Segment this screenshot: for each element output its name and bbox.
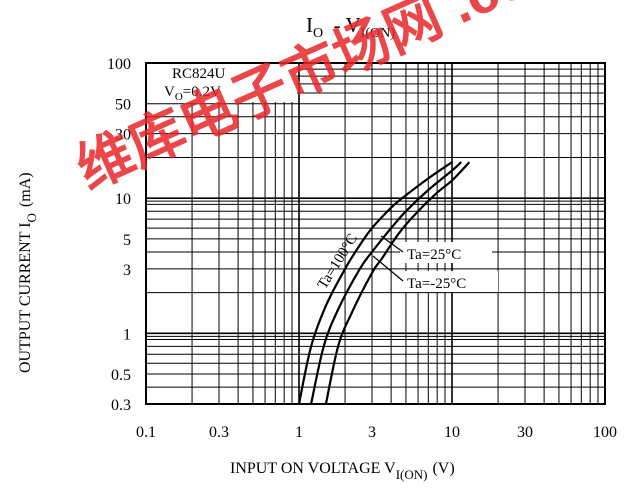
x-tick-label: 0.1 — [136, 424, 156, 441]
label-bg-ta25 — [400, 242, 492, 263]
x-tick-label: 1 — [295, 424, 303, 441]
x-tick-label: 3 — [368, 424, 376, 441]
y-axis-label: OUTPUT CURRENT IO(mA) — [17, 172, 39, 373]
y-tick-label: 0.3 — [111, 397, 131, 414]
y-tick-label: 30 — [115, 127, 131, 144]
y-tick-label: 10 — [115, 191, 131, 208]
y-tick-label: 1 — [123, 326, 131, 343]
condition-box-bg — [147, 64, 297, 102]
y-tick-labels: 0.3 0.5 1 3 5 10 30 50 100 — [107, 56, 131, 414]
curves — [297, 161, 471, 405]
grid — [146, 63, 605, 404]
series-line-2 — [324, 161, 471, 405]
label-bg-ta-25 — [400, 271, 498, 292]
x-tick-label: 0.3 — [209, 424, 229, 441]
x-tick-label: 100 — [593, 424, 617, 441]
part-number: RC824U — [172, 66, 226, 82]
x-tick-label: 10 — [444, 424, 460, 441]
condition-box: RC824U VO=0.2V — [147, 64, 297, 103]
leader-ta-25 — [372, 255, 404, 282]
series-line-0 — [297, 161, 453, 405]
x-axis-label: INPUT ON VOLTAGE VI(ON) (V) — [230, 460, 455, 482]
y-tick-label: 100 — [107, 56, 131, 73]
x-tick-labels: 0.1 0.3 1 3 10 30 100 — [136, 424, 617, 441]
y-tick-label: 5 — [123, 232, 131, 249]
label-ta25: Ta=25°C — [407, 247, 461, 263]
chart-title: IO - VI(ON) — [306, 13, 395, 41]
label-ta-25: Ta=-25°C — [407, 276, 466, 292]
y-tick-label: 0.5 — [111, 367, 131, 384]
y-tick-label: 3 — [123, 262, 131, 279]
leader-ta25 — [380, 235, 404, 253]
y-tick-label: 50 — [115, 97, 131, 114]
x-tick-label: 30 — [517, 424, 533, 441]
series-line-1 — [310, 161, 463, 405]
plot-frame — [145, 62, 606, 405]
condition-text: VO=0.2V — [164, 84, 221, 103]
